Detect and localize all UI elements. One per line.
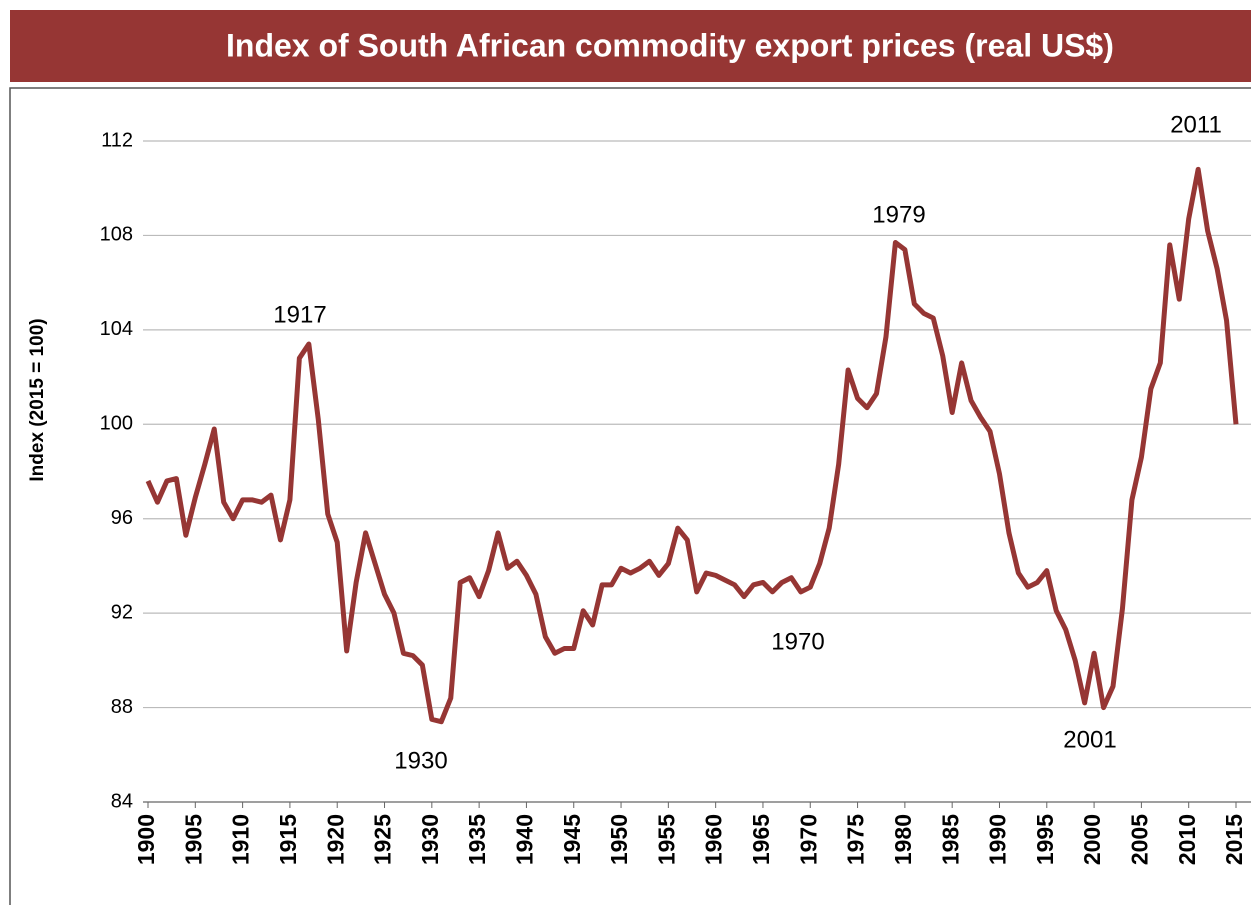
y-tick-label: 112 (101, 129, 133, 151)
y-tick-label: 84 (111, 790, 133, 812)
annotation: 1970 (771, 628, 824, 655)
annotation: 1979 (872, 201, 925, 228)
y-tick-label: 108 (100, 224, 133, 246)
x-tick-label: 1950 (606, 814, 632, 865)
x-tick-label: 1945 (559, 814, 585, 865)
x-tick-label: 2005 (1126, 814, 1152, 865)
x-tick-label: 1985 (937, 814, 963, 865)
x-tick-label: 1980 (890, 814, 916, 865)
x-tick-label: 2015 (1221, 814, 1247, 865)
data-line (145, 166, 1239, 725)
x-tick-label: 1915 (275, 814, 301, 865)
x-tick-label: 1940 (512, 814, 538, 865)
title-bar (10, 10, 1251, 82)
chart-title: Index of South African commodity export … (226, 27, 1114, 63)
x-tick-label: 1955 (653, 814, 679, 865)
x-tick-label: 1975 (843, 814, 869, 865)
annotation: 2001 (1063, 726, 1116, 753)
annotation: 1917 (273, 301, 326, 328)
x-tick-label: 1935 (464, 814, 490, 865)
x-tick-label: 1960 (701, 814, 727, 865)
x-tick-label: 1930 (417, 814, 443, 865)
annotation: 2011 (1170, 111, 1222, 138)
x-tick-label: 2010 (1174, 814, 1200, 865)
x-tick-label: 1900 (133, 814, 159, 865)
x-tick-label: 1995 (1032, 814, 1058, 865)
y-tick-label: 100 (100, 413, 133, 435)
x-tick-label: 1925 (370, 814, 396, 865)
x-tick-label: 1970 (795, 814, 821, 865)
x-tick-label: 2000 (1079, 814, 1105, 865)
y-tick-label: 88 (111, 696, 133, 718)
x-tick-label: 1910 (228, 814, 254, 865)
annotation: 1930 (394, 747, 447, 774)
x-tick-label: 1965 (748, 814, 774, 865)
x-tick-label: 1990 (985, 814, 1011, 865)
x-tick-label: 1920 (322, 814, 348, 865)
frame (9, 87, 1251, 905)
y-axis-label: Index (2015 = 100) (27, 318, 48, 481)
x-tick-label: 1905 (180, 814, 206, 865)
y-tick-label: 92 (111, 601, 133, 623)
y-tick-label: 104 (100, 318, 133, 340)
y-tick-label: 96 (111, 507, 133, 529)
